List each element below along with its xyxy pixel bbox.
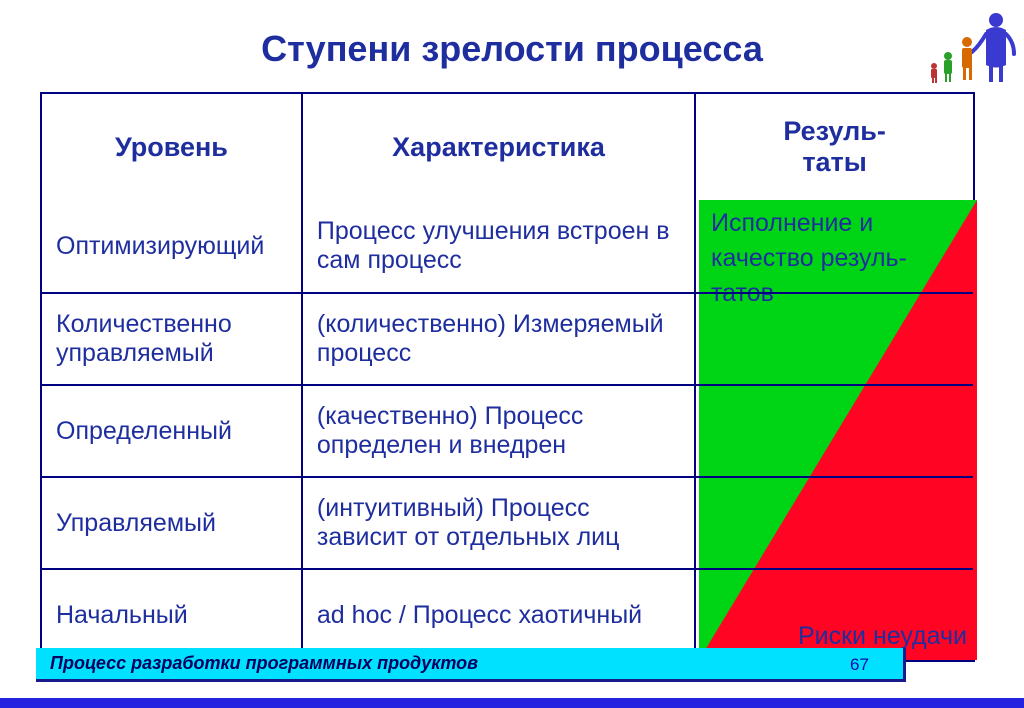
slide-title: Ступени зрелости процесса: [0, 28, 1024, 70]
header-results: Резуль- таты: [696, 94, 973, 200]
footer-text: Процесс разработки программных продуктов: [50, 653, 478, 674]
table-header-row: Уровень Характеристика Резуль- таты: [42, 94, 973, 200]
header-level: Уровень: [42, 94, 303, 200]
cell-char: (качественно) Процесс определен и внедре…: [303, 386, 696, 476]
maturity-table: Уровень Характеристика Резуль- таты Испо…: [40, 92, 975, 662]
table-row: Количественно управляемый (количественно…: [42, 292, 973, 384]
cell-level: Оптимизирующий: [42, 200, 303, 292]
cell-result-placeholder: [696, 570, 973, 660]
table-row: Начальный ad hoc / Процесс хаотичный: [42, 568, 973, 660]
cell-level: Определенный: [42, 386, 303, 476]
cell-result-placeholder: [696, 200, 973, 292]
table-row: Определенный (качественно) Процесс опред…: [42, 384, 973, 476]
cell-result-placeholder: [696, 478, 973, 568]
cell-level: Управляемый: [42, 478, 303, 568]
cell-level: Начальный: [42, 570, 303, 660]
cell-result-placeholder: [696, 294, 973, 384]
cell-level: Количественно управляемый: [42, 294, 303, 384]
table-row: Оптимизирующий Процесс улучшения встроен…: [42, 200, 973, 292]
table-body: Исполнение и качество резуль- татов Риск…: [42, 200, 973, 660]
table-row: Управляемый (интуитивный) Процесс зависи…: [42, 476, 973, 568]
bottom-stripe: [0, 698, 1024, 708]
header-characteristic: Характеристика: [303, 94, 696, 200]
slide: Ступени зрелости процесса Уровень Характ…: [0, 0, 1024, 708]
cell-char: (интуитивный) Процесс зависит от отдельн…: [303, 478, 696, 568]
cell-char: Процесс улучшения встроен в сам процесс: [303, 200, 696, 292]
cell-char: (количественно) Измеряемый процесс: [303, 294, 696, 384]
family-clipart-icon: [924, 10, 1016, 90]
cell-char: ad hoc / Процесс хаотичный: [303, 570, 696, 660]
cell-result-placeholder: [696, 386, 973, 476]
